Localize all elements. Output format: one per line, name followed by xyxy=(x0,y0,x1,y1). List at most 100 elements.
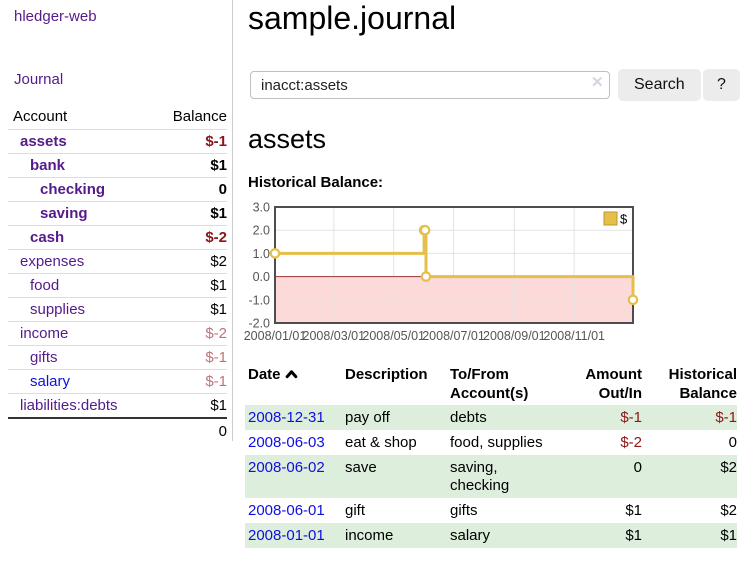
svg-text:-2.0: -2.0 xyxy=(248,317,270,331)
transaction-balance: $2 xyxy=(720,502,737,519)
svg-text:2008/05/01: 2008/05/01 xyxy=(362,329,425,343)
search-input[interactable] xyxy=(250,71,610,99)
account-balance: $1 xyxy=(210,277,227,294)
transaction-row: 2008-12-31 pay off debts $-1 $-1 xyxy=(245,405,737,430)
svg-text:0.0: 0.0 xyxy=(253,270,270,284)
transaction-description: income xyxy=(345,527,394,544)
chart-svg: $3.0 2.0 1.0 0.0 -1.0 -2.02008/01/012008/03/0… xyxy=(244,201,639,343)
account-row: gifts $-1 xyxy=(8,345,227,370)
account-balance: $-1 xyxy=(205,349,227,366)
balance-header-line2: Balance xyxy=(679,385,737,402)
account-row: food $1 xyxy=(8,273,227,298)
transaction-balance: $1 xyxy=(720,527,737,544)
sidebar-item-journal[interactable]: Journal xyxy=(14,71,64,88)
transaction-date-link[interactable]: 2008-06-02 xyxy=(248,459,325,476)
transaction-accounts: food, supplies xyxy=(450,434,543,451)
transaction-row: 2008-01-01 income salary $1 $1 xyxy=(245,523,737,548)
svg-text:2008/01/01: 2008/01/01 xyxy=(244,329,307,343)
accounts-header-row: Account Balance xyxy=(8,104,227,130)
account-link[interactable]: expenses xyxy=(20,253,85,270)
account-link[interactable]: assets xyxy=(20,133,67,150)
account-balance: $1 xyxy=(210,205,227,222)
historical-balance-chart: $3.0 2.0 1.0 0.0 -1.0 -2.0 2008/01/01 2008/03/0… xyxy=(243,198,643,344)
transaction-balance: $-1 xyxy=(715,409,737,426)
accounts-total-spacer xyxy=(8,418,150,444)
legend-label: $ xyxy=(620,212,628,227)
clear-search-icon[interactable]: ✕ xyxy=(591,74,604,91)
account-link[interactable]: salary xyxy=(30,373,71,390)
account-row: bank $1 xyxy=(8,153,227,178)
account-link[interactable]: income xyxy=(20,325,69,342)
transaction-balance: $2 xyxy=(720,459,737,476)
balance-header-line1: Historical xyxy=(668,366,737,383)
accounts-table-body: assets $-1 bank $1 checking 0 saving $1 cash $-2 e… xyxy=(8,129,227,419)
transaction-date-link[interactable]: 2008-06-03 xyxy=(248,434,325,451)
register-header-amount: Amount Out/In xyxy=(560,363,642,405)
search-form: ✕ Search ? xyxy=(248,69,742,103)
transaction-date-link[interactable]: 2008-12-31 xyxy=(248,409,325,426)
search-button[interactable]: Search xyxy=(618,69,701,101)
accounts-header-account: Account xyxy=(13,108,68,125)
svg-text:1.0: 1.0 xyxy=(253,247,270,261)
transaction-date-link[interactable]: 2008-01-01 xyxy=(248,527,325,544)
account-row: salary $-1 xyxy=(8,369,227,394)
svg-text:2008/09/01: 2008/09/01 xyxy=(483,329,546,343)
svg-text:2.0: 2.0 xyxy=(253,224,270,238)
transaction-description: pay off xyxy=(345,409,390,426)
svg-text:3.0: 3.0 xyxy=(253,201,270,215)
transaction-row: 2008-06-01 gift gifts $1 $2 xyxy=(245,498,737,523)
svg-text:-1.0: -1.0 xyxy=(248,293,270,307)
account-balance: 0 xyxy=(218,181,227,198)
account-balance: $1 xyxy=(210,301,227,318)
transaction-amount: $1 xyxy=(625,502,642,519)
transaction-row: 2008-06-02 save saving, checking 0 $2 xyxy=(245,455,737,498)
transaction-date-link[interactable]: 2008-06-01 xyxy=(248,502,325,519)
transaction-amount: $1 xyxy=(625,527,642,544)
accounts-header-line1: To/From xyxy=(450,366,509,383)
account-balance: $1 xyxy=(210,157,227,174)
chart-title: Historical Balance: xyxy=(248,174,384,191)
account-balance: $-2 xyxy=(205,325,227,342)
transaction-accounts: salary xyxy=(450,527,491,544)
account-link[interactable]: supplies xyxy=(30,301,86,318)
register-header-description: Description xyxy=(345,363,450,405)
account-row: income $-2 xyxy=(8,321,227,346)
main-content: sample.journal ✕ Search ? assets Histori… xyxy=(244,0,742,582)
accounts-total-row: 0 xyxy=(8,418,227,444)
account-heading: assets xyxy=(248,124,327,154)
transaction-balance: 0 xyxy=(728,434,737,451)
app-title-link[interactable]: hledger-web xyxy=(14,8,97,25)
account-link[interactable]: checking xyxy=(40,181,106,198)
account-row: cash $-2 xyxy=(8,225,227,250)
amount-header-line1: Amount xyxy=(585,366,642,383)
transaction-description: save xyxy=(345,459,377,476)
accounts-total-value: 0 xyxy=(218,423,227,440)
account-row: expenses $2 xyxy=(8,249,227,274)
account-balance: $2 xyxy=(210,253,227,270)
register-header-date[interactable]: Date xyxy=(245,363,345,405)
accounts-header-balance: Balance xyxy=(172,108,227,125)
account-link[interactable]: cash xyxy=(30,229,65,246)
account-link[interactable]: food xyxy=(30,277,60,294)
register-table: Date Description To/From Account(s) Amou… xyxy=(245,363,737,548)
svg-text:2008/11/01: 2008/11/01 xyxy=(543,329,605,343)
help-button[interactable]: ? xyxy=(703,69,740,101)
amount-header-line2: Out/In xyxy=(598,385,642,402)
account-link[interactable]: liabilities:debts xyxy=(20,397,118,414)
account-row: supplies $1 xyxy=(8,297,227,322)
transaction-accounts: gifts xyxy=(450,502,478,519)
legend-swatch xyxy=(603,211,618,226)
sidebar: hledger-web Journal Account Balance asse… xyxy=(0,0,233,582)
account-link[interactable]: bank xyxy=(30,157,66,174)
svg-text:2008/07/01: 2008/07/01 xyxy=(422,329,485,343)
account-balance: $-2 xyxy=(205,229,227,246)
account-link[interactable]: saving xyxy=(40,205,88,222)
register-header-accounts: To/From Account(s) xyxy=(450,363,560,405)
register-table-body: 2008-12-31 pay off debts $-1 $-1 2008-06-03 ea… xyxy=(245,405,737,548)
account-balance: $1 xyxy=(210,397,227,414)
transaction-description: gift xyxy=(345,502,366,519)
transaction-description: eat & shop xyxy=(345,434,417,451)
transaction-amount: $-2 xyxy=(620,434,642,451)
transaction-accounts: saving, checking xyxy=(450,459,510,494)
account-link[interactable]: gifts xyxy=(30,349,58,366)
